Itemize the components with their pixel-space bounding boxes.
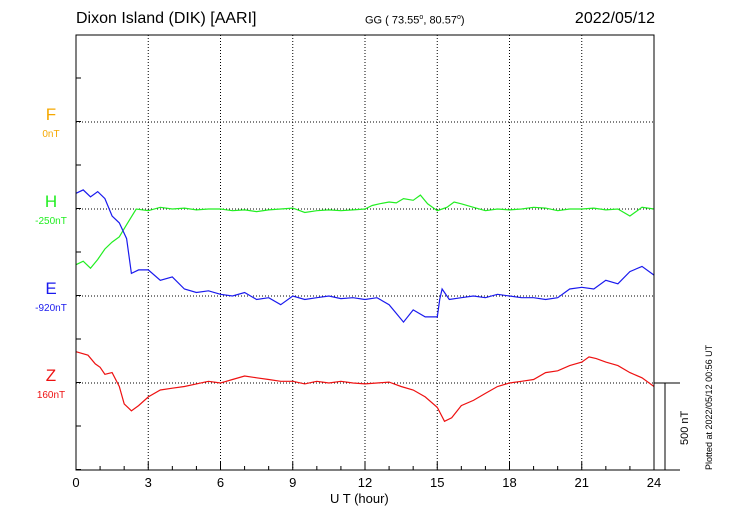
x-tick-label: 24 [647,475,661,490]
date-label: 2022/05/12 [574,10,655,27]
scale-bar-label: 500 nT [679,410,691,445]
x-tick-label: 21 [575,475,589,490]
component-letter: Z [45,366,57,385]
data-curves [75,189,655,423]
component-letter: H [44,192,58,211]
component-label-f: F 0nT [28,105,74,140]
series-line-e [75,189,655,324]
component-baseline-value: -920nT [35,303,67,314]
component-label-z: Z 160nT [28,366,74,401]
component-label-h: H -250nT [28,192,74,227]
plotted-note: Plotted at 2022/05/12 00:56 UT [704,344,714,470]
component-baseline-value: 160nT [36,390,66,401]
x-axis-label: U T (hour) [330,491,389,506]
component-label-e: E -920nT [28,279,74,314]
x-axis-ticks: 0 3 6 9 12 15 18 21 24 [72,462,661,490]
component-letter: E [45,279,57,298]
x-tick-label: 18 [502,475,516,490]
coordinates: GG ( 73.55o, 80.57o) [365,14,465,27]
degree-sign: o [419,14,424,21]
x-tick-label: 0 [72,475,79,490]
x-tick-label: 3 [145,475,152,490]
component-baseline-value: -250nT [35,216,67,227]
x-tick-label: 12 [358,475,372,490]
grid-lines [76,35,654,470]
scale-bar [654,382,680,471]
x-tick-label: 6 [217,475,224,490]
component-letter: F [45,105,57,124]
series-line-h [75,194,655,270]
station-title: Dixon Island (DIK) [AARI] [76,10,257,27]
component-baseline-value: 0nT [42,129,60,140]
x-tick-label: 9 [289,475,296,490]
x-tick-label: 15 [430,475,444,490]
degree-sign: o [456,14,461,21]
series-line-z [75,351,655,423]
